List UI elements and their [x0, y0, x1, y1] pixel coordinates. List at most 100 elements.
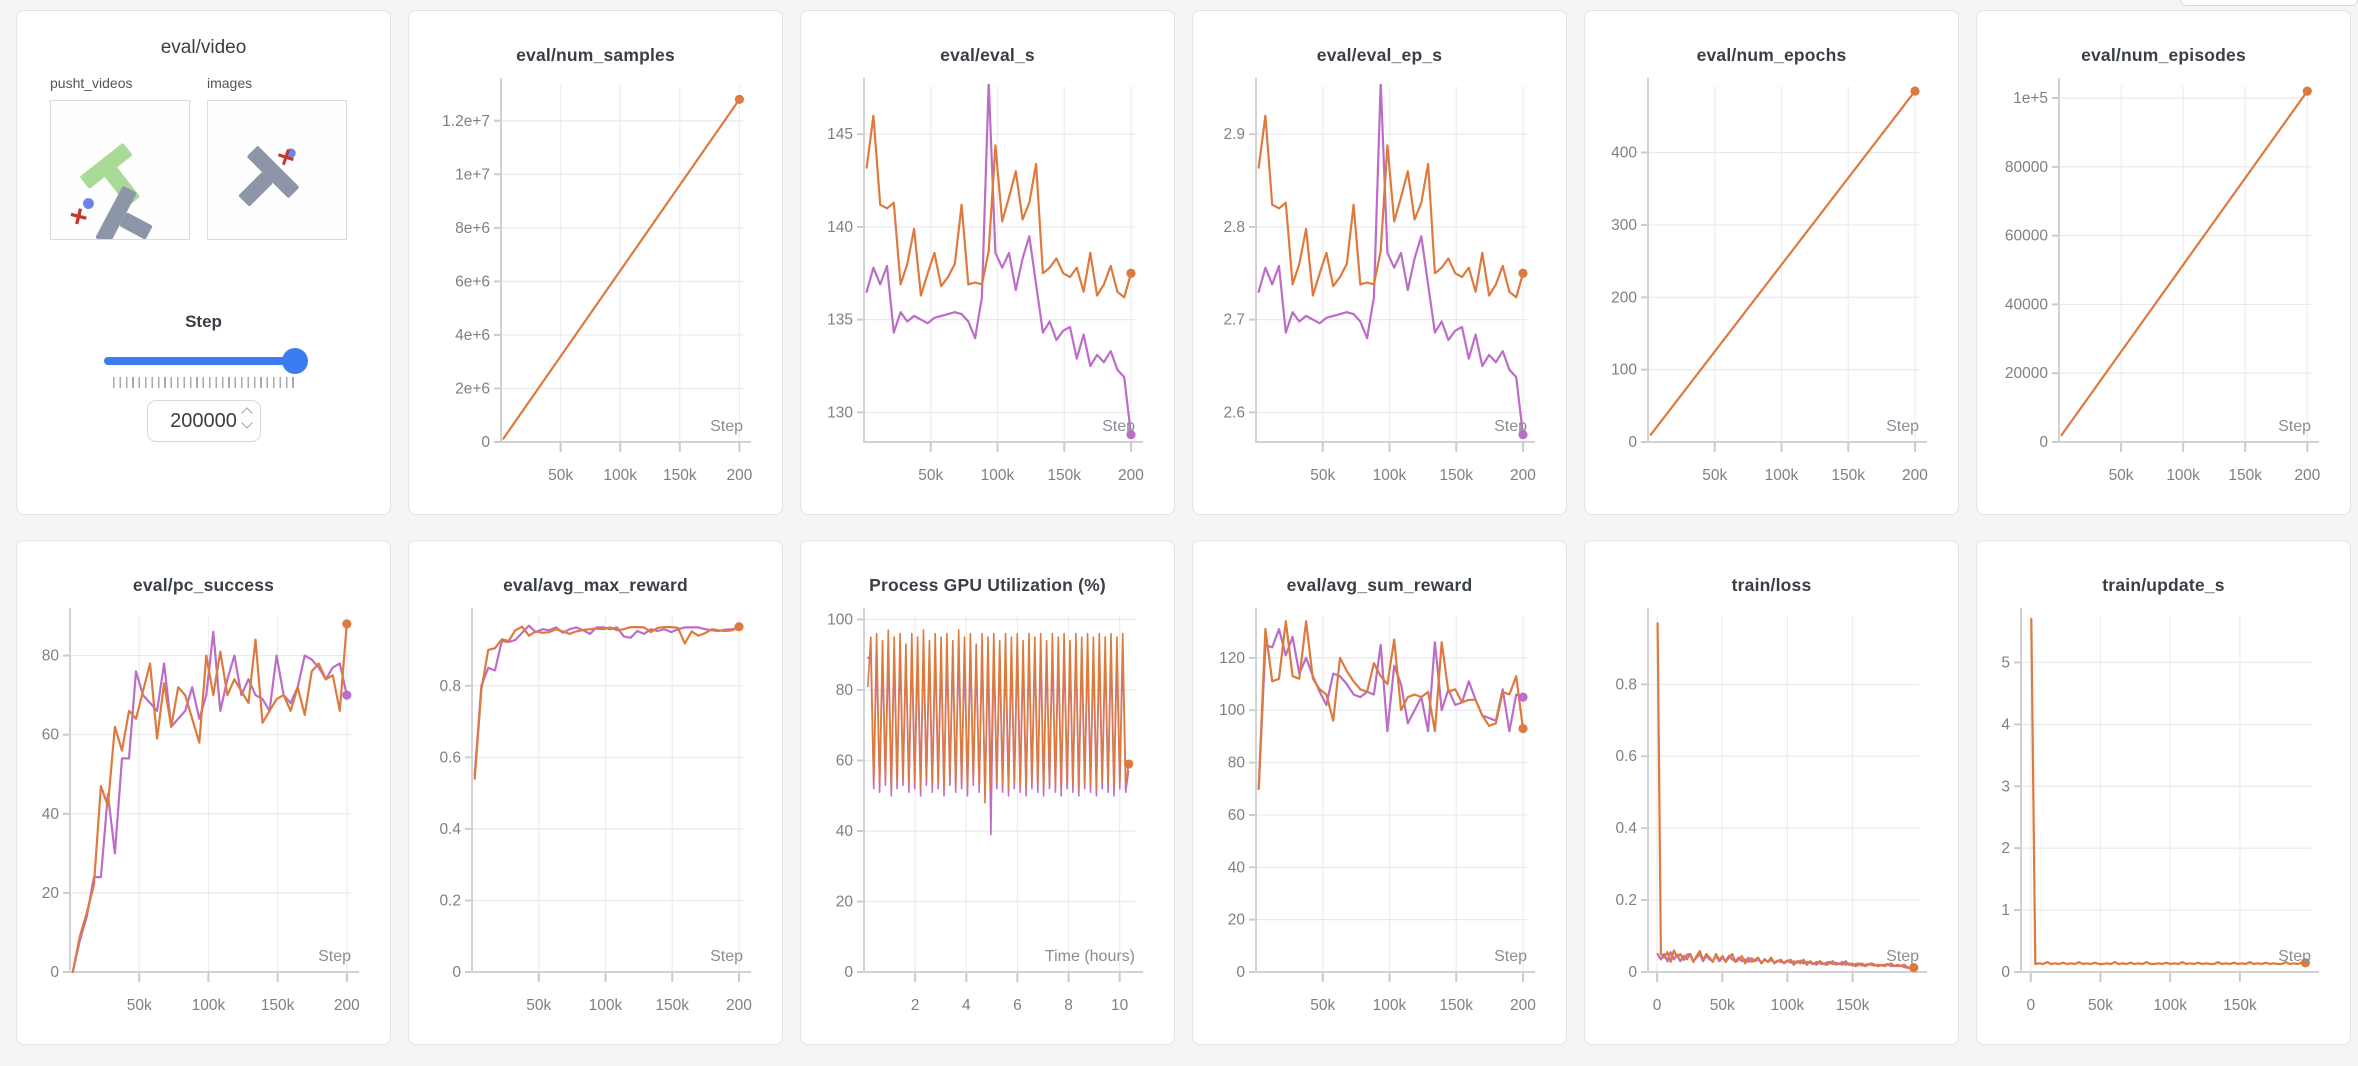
line-chart-train-update-s[interactable]: 0 50k 100k 150k 0 1 2 3 4 5 Step — [1977, 596, 2350, 1036]
x-axis-label: Step — [318, 948, 351, 965]
svg-text:0: 0 — [1628, 964, 1637, 981]
media-images: images — [207, 75, 347, 240]
end-dot-run-orange — [734, 94, 745, 104]
chart-title: eval/pc_success — [132, 575, 275, 595]
line-chart-eval-num-epochs[interactable]: 50k 100k 150k 200 0 100 200 300 400 Step — [1585, 66, 1958, 506]
x-axis-label: Step — [1494, 948, 1527, 965]
slider-tick-ruler — [112, 377, 295, 388]
step-value-input[interactable] — [165, 409, 242, 433]
svg-text:4: 4 — [2001, 716, 2010, 733]
svg-text:100: 100 — [827, 612, 853, 629]
svg-text:150k: 150k — [2228, 467, 2262, 484]
images-thumbnail[interactable] — [207, 100, 347, 240]
svg-text:3: 3 — [2001, 778, 2010, 795]
svg-text:150k: 150k — [1439, 997, 1473, 1014]
svg-text:2.9: 2.9 — [1223, 126, 1245, 143]
x-axis-label: Step — [2278, 418, 2311, 435]
svg-text:6e+6: 6e+6 — [455, 273, 490, 290]
svg-text:50k: 50k — [548, 467, 573, 484]
svg-text:200: 200 — [1510, 467, 1536, 484]
video-panel-title: eval/video — [160, 37, 247, 58]
panel-eval-num-epochs: eval/num_epochs 50k 100k 150k 200 0 100 200 300… — [1584, 10, 1959, 515]
stepper-down-icon[interactable] — [240, 417, 253, 429]
svg-text:0.6: 0.6 — [439, 749, 461, 766]
svg-text:8: 8 — [1064, 997, 1073, 1014]
svg-text:50k: 50k — [1702, 467, 1727, 484]
panel-train-loss: train/loss 0 50k 100k 150k 0 0.2 0.4 0.6 0.8 Step — [1584, 540, 1959, 1045]
svg-text:200: 200 — [726, 997, 752, 1014]
svg-text:200: 200 — [726, 467, 752, 484]
svg-text:400: 400 — [1611, 145, 1637, 162]
line-chart-train-loss[interactable]: 0 50k 100k 150k 0 0.2 0.4 0.6 0.8 Step — [1585, 596, 1958, 1036]
end-dot-run-orange — [342, 619, 352, 629]
series-run-purple — [71, 630, 348, 974]
x-axis-label: Step — [1886, 948, 1919, 965]
svg-text:0: 0 — [50, 964, 59, 981]
series-run-purple — [865, 84, 1133, 436]
svg-text:100k: 100k — [603, 467, 637, 484]
series-run-orange — [1656, 622, 1915, 970]
svg-text:5: 5 — [2001, 654, 2010, 671]
end-dot-run-orange — [1909, 963, 1919, 973]
line-chart-eval-num-samples[interactable]: 50k 100k 150k 200 0 2e+6 4e+6 6e+6 8e+6 1e+7 1.2e+… — [409, 66, 782, 506]
svg-text:0.8: 0.8 — [1615, 676, 1637, 693]
svg-text:2e+6: 2e+6 — [455, 380, 490, 397]
chart-title: train/update_s — [2102, 575, 2225, 595]
svg-text:0.8: 0.8 — [439, 678, 461, 695]
svg-text:0: 0 — [452, 964, 461, 981]
panel-eval-eval-s: eval/eval_s 50k 100k 150k 200 130 135 140 145 St… — [800, 10, 1175, 515]
series-run-orange — [2030, 618, 2307, 966]
x-axis-label: Time (hours) — [1045, 948, 1135, 965]
chart-title: eval/eval_ep_s — [1316, 45, 1443, 65]
chart-title: eval/avg_max_reward — [503, 575, 688, 595]
series-run-orange — [865, 114, 1133, 299]
x-axis-label: Step — [1886, 418, 1919, 435]
panel-gpu-utilization: Process GPU Utilization (%) 2 4 6 8 10 0 20 40 6… — [800, 540, 1175, 1045]
svg-text:40: 40 — [1228, 859, 1246, 876]
svg-text:0.2: 0.2 — [439, 892, 461, 909]
svg-text:60000: 60000 — [2005, 228, 2048, 245]
x-axis-label: Step — [710, 948, 743, 965]
line-chart-eval-avg-max-reward[interactable]: 50k 100k 150k 200 0 0.2 0.4 0.6 0.8 Step — [409, 596, 782, 1036]
svg-text:50k: 50k — [2109, 467, 2134, 484]
svg-text:150k: 150k — [1439, 467, 1473, 484]
svg-text:50k: 50k — [1310, 997, 1335, 1014]
pusht-render-image — [239, 146, 299, 207]
line-chart-eval-eval-s[interactable]: 50k 100k 150k 200 130 135 140 145 Step — [801, 66, 1174, 506]
chart-title: eval/num_epochs — [1696, 45, 1847, 65]
panel-eval-avg-max-reward: eval/avg_max_reward 50k 100k 150k 200 0 0.2 0.… — [408, 540, 783, 1045]
slider-thumb[interactable] — [281, 348, 308, 374]
chart-title: eval/num_samples — [516, 45, 675, 65]
series-run-orange — [867, 629, 1130, 804]
line-chart-eval-eval-ep-s[interactable]: 50k 100k 150k 200 2.6 2.7 2.8 2.9 Step — [1193, 66, 1566, 506]
svg-text:8e+6: 8e+6 — [455, 220, 490, 237]
end-dot-run-purple — [1518, 429, 1528, 440]
media-pusht-videos: pusht_videos — [50, 75, 190, 245]
slider-track[interactable] — [103, 357, 304, 365]
x-axis-label: Step — [2278, 948, 2311, 965]
media-row: pusht_videos — [50, 75, 390, 245]
end-dot-run-orange — [734, 622, 744, 632]
svg-text:130: 130 — [827, 404, 853, 421]
line-chart-eval-avg-sum-reward[interactable]: 50k 100k 150k 200 0 20 40 60 80 100 120 Step — [1193, 596, 1566, 1036]
svg-text:0.2: 0.2 — [1615, 892, 1637, 909]
svg-text:100k: 100k — [2153, 997, 2187, 1014]
svg-text:80: 80 — [836, 682, 854, 699]
svg-text:140: 140 — [827, 219, 853, 236]
stepper — [240, 407, 253, 429]
svg-text:150k: 150k — [1836, 997, 1870, 1014]
step-slider[interactable] — [103, 348, 308, 374]
svg-text:80: 80 — [1228, 755, 1246, 772]
series-run-orange — [1257, 114, 1525, 299]
end-dot-run-purple — [342, 690, 352, 700]
panel-eval-video: eval/video pusht_videos — [16, 10, 391, 515]
svg-text:1.2e+7: 1.2e+7 — [442, 113, 490, 130]
svg-text:150k: 150k — [1831, 467, 1865, 484]
svg-text:0: 0 — [1653, 997, 1662, 1014]
line-chart-eval-pc-success[interactable]: 50k 100k 150k 200 0 20 40 60 80 Step — [17, 596, 390, 1036]
svg-text:0: 0 — [2026, 997, 2035, 1014]
pusht-video-thumbnail[interactable] — [50, 100, 190, 245]
svg-text:100k: 100k — [1765, 467, 1799, 484]
line-chart-eval-num-episodes[interactable]: 50k 100k 150k 200 0 20000 40000 60000 80000 1e+5 S… — [1977, 66, 2350, 506]
